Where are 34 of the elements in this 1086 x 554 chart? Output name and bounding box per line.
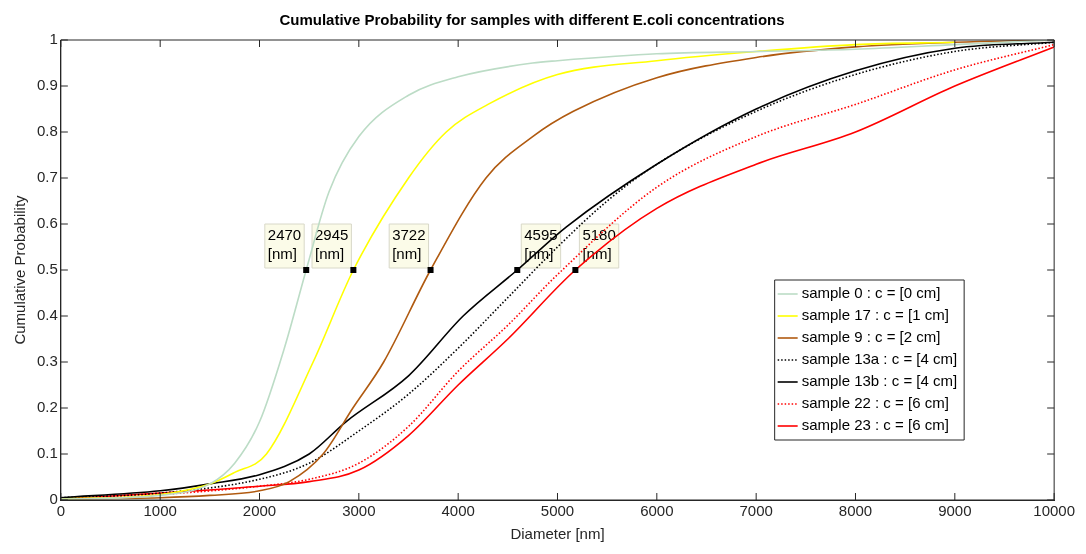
y-tick-label: 0.6 bbox=[36, 214, 58, 232]
chart-title: Cumulative Probability for samples with different E.coli concentrations bbox=[279, 11, 785, 29]
x-tick-label: 5000 bbox=[540, 502, 575, 520]
x-tick-label: 10000 bbox=[1033, 502, 1075, 520]
x-tick-label: 9000 bbox=[938, 502, 972, 520]
y-tick-label: 1 bbox=[49, 30, 58, 48]
y-tick-label: 0.7 bbox=[36, 168, 58, 186]
x-axis-title: Diameter [nm] bbox=[510, 525, 605, 543]
annotation: 3722 [nm] bbox=[392, 225, 426, 262]
y-tick-label: 0.1 bbox=[36, 444, 58, 462]
x-tick-label: 2000 bbox=[242, 502, 277, 520]
y-tick-label: 0.2 bbox=[36, 398, 58, 416]
legend-label: sample 23 : c = [6 cm] bbox=[801, 416, 949, 434]
x-tick-label: 3000 bbox=[342, 502, 376, 520]
y-tick-label: 0.5 bbox=[36, 260, 58, 278]
y-tick-label: 0 bbox=[49, 490, 58, 508]
x-tick-label: 1000 bbox=[143, 502, 177, 520]
legend-label: sample 13a : c = [4 cm] bbox=[801, 350, 958, 368]
x-tick-label: 7000 bbox=[739, 502, 773, 520]
annotation: 2470 [nm] bbox=[267, 225, 302, 262]
legend-label: sample 17 : c = [1 cm] bbox=[801, 306, 949, 324]
legend-label: sample 0 : c = [0 cm] bbox=[801, 284, 941, 302]
legend-label: sample 22 : c = [6 cm] bbox=[801, 394, 949, 412]
x-tick-label: 4000 bbox=[441, 502, 475, 520]
annotation: 2945 [nm] bbox=[315, 225, 349, 262]
legend-label: sample 13b : c = [4 cm] bbox=[801, 372, 958, 390]
legend-label: sample 9 : c = [2 cm] bbox=[801, 328, 941, 346]
x-tick-label: 8000 bbox=[838, 502, 873, 520]
y-tick-label: 0.4 bbox=[36, 306, 58, 324]
y-axis-title: Cumulative Probability bbox=[11, 194, 29, 345]
y-tick-label: 0.8 bbox=[36, 122, 58, 140]
y-tick-label: 0.3 bbox=[36, 352, 58, 370]
x-tick-label: 6000 bbox=[640, 502, 674, 520]
y-tick-label: 0.9 bbox=[36, 76, 58, 94]
